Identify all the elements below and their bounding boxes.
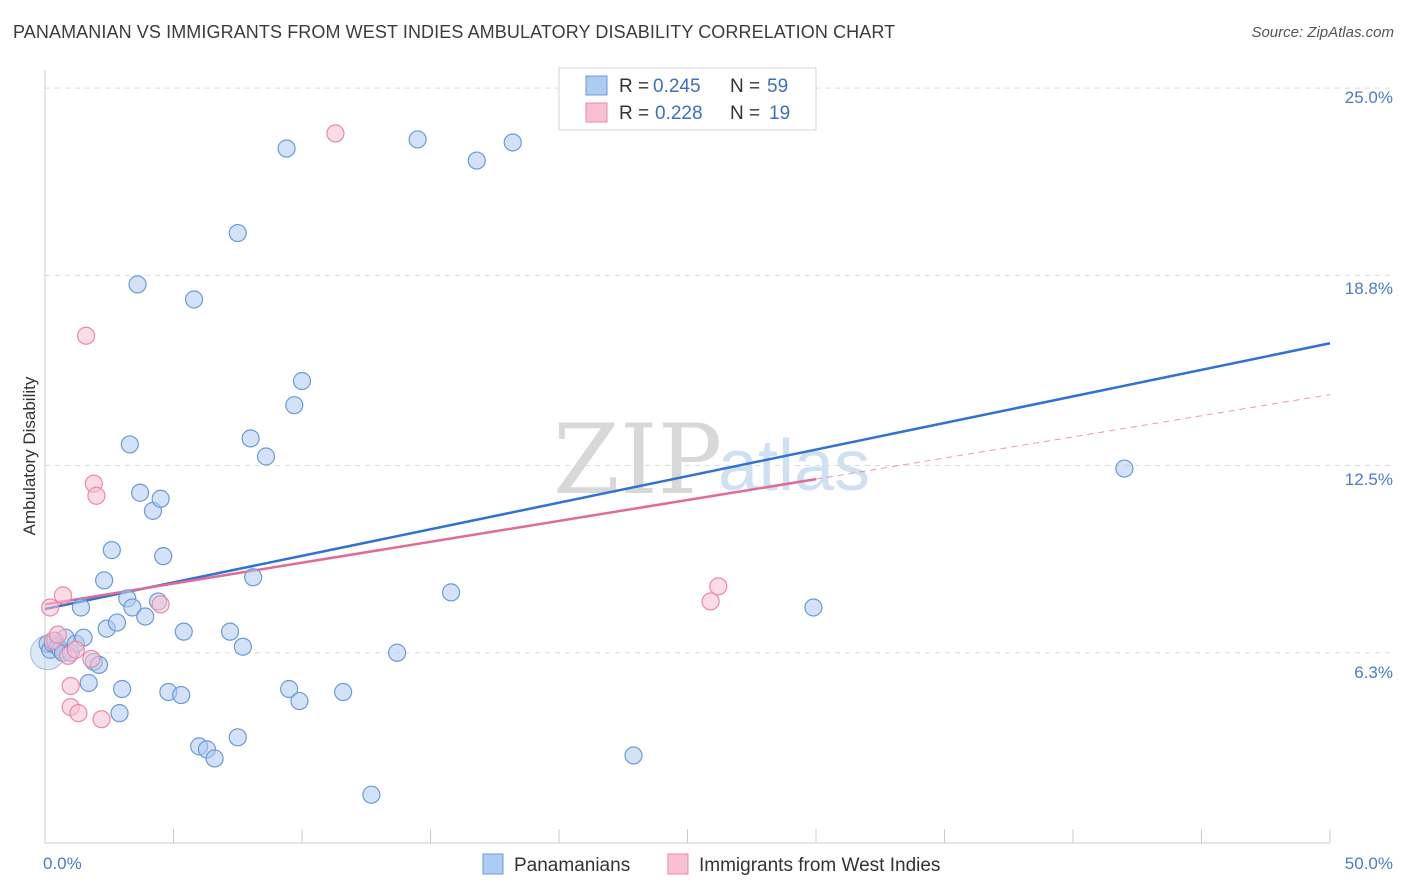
point-panamanians: [222, 623, 239, 640]
x-tick-label-min: 0.0%: [43, 854, 82, 873]
legend-n-label: N =: [730, 76, 760, 97]
series-legend-swatch-west-indies: [668, 854, 688, 874]
point-panamanians: [258, 448, 275, 465]
point-panamanians: [389, 644, 406, 661]
point-west-indies: [710, 578, 727, 595]
point-panamanians: [186, 291, 203, 308]
point-panamanians: [114, 681, 131, 698]
legend-n-value: 19: [769, 103, 790, 124]
point-west-indies: [327, 125, 344, 142]
legend-swatch-blue: [586, 76, 607, 95]
y-tick-label: 18.8%: [1345, 279, 1393, 298]
y-tick-label: 6.3%: [1354, 663, 1393, 682]
legend-swatch-pink: [586, 103, 607, 122]
point-panamanians: [291, 693, 308, 710]
series-legend-swatch-panamanians: [483, 854, 503, 874]
x-tick-label-max: 50.0%: [1345, 854, 1393, 873]
y-axis-title: Ambulatory Disability: [20, 376, 39, 535]
trendline-panamanians: [45, 343, 1330, 609]
point-panamanians: [155, 548, 172, 565]
point-panamanians: [152, 490, 169, 507]
point-panamanians: [1116, 460, 1133, 477]
point-panamanians: [245, 569, 262, 586]
point-panamanians: [234, 638, 251, 655]
point-panamanians: [108, 614, 125, 631]
point-panamanians: [504, 134, 521, 151]
legend-r-value: 0.228: [655, 103, 703, 124]
point-panamanians: [278, 140, 295, 157]
y-tick-labels: 25.0% 18.8% 12.5% 6.3%: [1345, 88, 1393, 682]
watermark: ZIP atlas: [553, 404, 870, 516]
point-west-indies: [70, 705, 87, 722]
legend-n-label: N =: [730, 103, 760, 124]
legend-r-value: 0.245: [653, 76, 701, 97]
point-panamanians: [468, 152, 485, 169]
series-legend-label-panamanians: Panamanians: [514, 855, 630, 876]
point-panamanians: [229, 225, 246, 242]
point-west-indies: [93, 711, 110, 728]
point-panamanians: [96, 572, 113, 589]
chart-canvas: ZIP atlas 25.0% 18.8% 12.5% 6.3% 0.0% 50…: [0, 0, 1406, 892]
point-panamanians: [80, 674, 97, 691]
trendline-west-indies-extension: [816, 395, 1330, 480]
point-panamanians: [72, 599, 89, 616]
point-panamanians: [129, 276, 146, 293]
point-panamanians: [805, 599, 822, 616]
point-west-indies: [152, 596, 169, 613]
point-west-indies: [42, 599, 59, 616]
point-west-indies: [88, 487, 105, 504]
point-panamanians: [206, 750, 223, 767]
point-panamanians: [294, 373, 311, 390]
point-panamanians: [137, 608, 154, 625]
point-west-indies: [54, 587, 71, 604]
y-tick-label: 25.0%: [1345, 88, 1393, 107]
stats-legend: R = 0.245 N = 59 R = 0.228 N = 19: [559, 68, 816, 130]
point-panamanians: [229, 729, 246, 746]
series-legend: Panamanians Immigrants from West Indies: [483, 854, 940, 876]
point-panamanians: [363, 786, 380, 803]
point-west-indies: [67, 641, 84, 658]
point-panamanians: [121, 436, 138, 453]
point-panamanians: [242, 430, 259, 447]
trend-layer: [45, 343, 1330, 609]
point-panamanians: [286, 397, 303, 414]
point-west-indies: [49, 626, 66, 643]
series-legend-label-west-indies: Immigrants from West Indies: [699, 855, 940, 876]
y-tick-label: 12.5%: [1345, 470, 1393, 489]
point-panamanians: [335, 684, 352, 701]
point-panamanians: [103, 542, 120, 559]
point-west-indies: [78, 327, 95, 344]
point-panamanians: [175, 623, 192, 640]
legend-r-label: R =: [619, 76, 649, 97]
point-panamanians: [132, 484, 149, 501]
point-panamanians: [443, 584, 460, 601]
point-west-indies: [702, 593, 719, 610]
legend-r-label: R =: [619, 103, 649, 124]
point-west-indies: [62, 677, 79, 694]
point-panamanians: [111, 705, 128, 722]
point-panamanians: [409, 131, 426, 148]
point-panamanians: [625, 747, 642, 764]
point-west-indies: [83, 650, 100, 667]
point-panamanians: [173, 687, 190, 704]
legend-n-value: 59: [767, 76, 788, 97]
